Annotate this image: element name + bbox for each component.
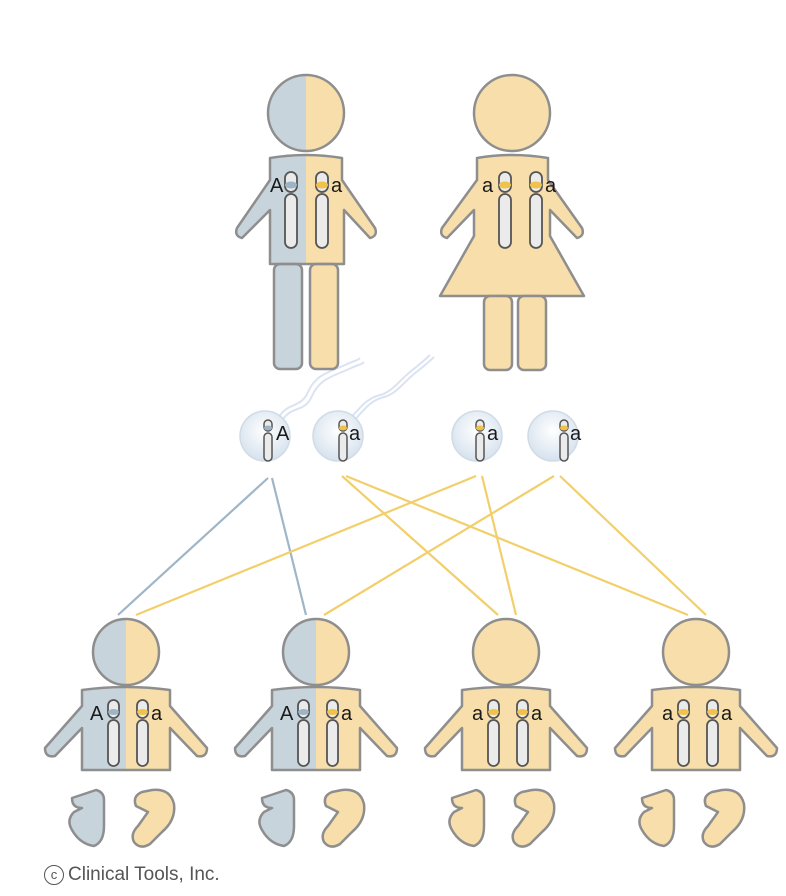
child-4-chromosome-1 xyxy=(677,699,690,767)
child-2-left-leg xyxy=(258,788,296,848)
gamete-mother-a-1: a xyxy=(451,410,503,462)
copyright-notice: c Clinical Tools, Inc. xyxy=(44,864,220,886)
gamete-father-A: A xyxy=(239,410,291,462)
father-allele-1: A xyxy=(270,175,284,197)
child-2-allele-2: a xyxy=(341,703,353,725)
child-4-chromosome-2 xyxy=(706,699,719,767)
child-2-chromosome-2 xyxy=(326,699,339,767)
father-chromosome-2 xyxy=(315,171,329,249)
line-m1-to-child-1 xyxy=(135,474,477,617)
child-1-left-leg xyxy=(68,788,106,848)
child-1-chromosome-1 xyxy=(107,699,120,767)
child-3-chromosome-1 xyxy=(487,699,500,767)
mother-chromosome-2 xyxy=(529,171,543,249)
child-1-allele-2: a xyxy=(151,703,163,725)
child-3-allele-1: a xyxy=(472,703,484,725)
gamete-allele-4: a xyxy=(570,423,582,445)
line-m2-to-child-2 xyxy=(323,475,555,616)
gamete-father-a: a xyxy=(312,410,364,462)
father-chromosome-1 xyxy=(284,171,298,249)
child-2-chromosome-1 xyxy=(297,699,310,767)
child-1-chromosome-2 xyxy=(136,699,149,767)
child-1: A a xyxy=(43,617,209,848)
inheritance-lines xyxy=(117,474,707,617)
child-4: a a xyxy=(613,617,779,848)
child-3-chromosome-2 xyxy=(516,699,529,767)
line-a-to-child-3 xyxy=(341,475,499,616)
child-4-right-leg xyxy=(701,788,746,848)
father-allele-2: a xyxy=(331,175,343,197)
child-2: A a xyxy=(233,617,399,848)
child-2-right-leg xyxy=(321,788,366,848)
mother-allele-1: a xyxy=(482,175,494,197)
child-3-allele-2: a xyxy=(531,703,543,725)
line-A-to-child-2 xyxy=(270,477,308,616)
mother-figure: a a xyxy=(438,73,586,372)
child-4-allele-1: a xyxy=(662,703,674,725)
gamete-mother-a-2: a xyxy=(527,410,582,462)
line-m1-to-child-3 xyxy=(480,475,518,616)
child-1-allele-1: A xyxy=(90,703,104,725)
child-4-allele-2: a xyxy=(721,703,733,725)
gamete-allele-2: a xyxy=(349,423,361,445)
line-A-to-child-1 xyxy=(117,477,269,616)
child-4-left-leg xyxy=(638,788,676,848)
child-1-right-leg xyxy=(131,788,176,848)
gamete-allele-3: a xyxy=(487,423,499,445)
copyright-text: Clinical Tools, Inc. xyxy=(68,864,220,885)
mother-allele-2: a xyxy=(545,175,557,197)
gamete-allele-1: A xyxy=(276,423,290,445)
line-m2-to-child-4 xyxy=(559,475,707,616)
child-3: a a xyxy=(423,617,589,848)
sperm-tails xyxy=(276,354,435,423)
copyright-symbol: c xyxy=(44,865,64,885)
child-3-left-leg xyxy=(448,788,486,848)
mother-chromosome-1 xyxy=(498,171,512,249)
child-2-allele-1: A xyxy=(280,703,294,725)
child-3-right-leg xyxy=(511,788,556,848)
line-a-to-child-4 xyxy=(345,474,689,617)
father-figure: A a xyxy=(234,73,378,371)
